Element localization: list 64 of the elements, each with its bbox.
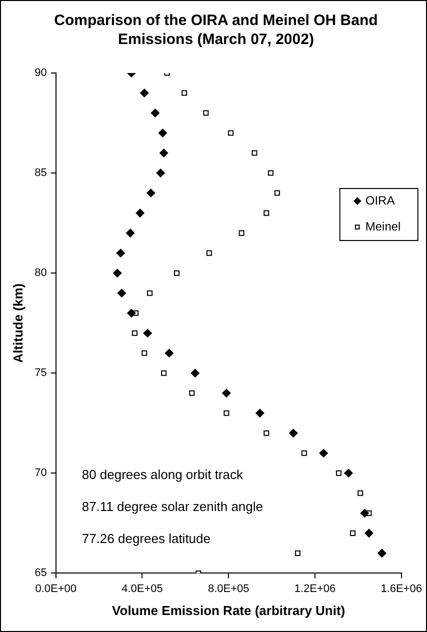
point [358, 490, 364, 496]
x-tick-label: 4.0E+05 [122, 582, 163, 595]
point [319, 448, 328, 458]
annotation: 87.11 degree solar zenith angle [82, 498, 264, 514]
point [350, 530, 356, 536]
x-tick-label: 1.2E+06 [294, 582, 336, 595]
point [256, 408, 264, 418]
legend-label: Meinel [365, 219, 401, 234]
point [274, 190, 280, 196]
point [228, 130, 234, 136]
y-tick-label: 80 [34, 267, 47, 280]
point [142, 350, 148, 356]
point [126, 228, 135, 238]
point [174, 270, 180, 276]
point [289, 428, 298, 438]
point [113, 268, 122, 278]
point [164, 348, 174, 358]
point [143, 328, 152, 338]
point [268, 170, 274, 176]
point [146, 188, 156, 198]
point [294, 550, 300, 556]
y-tick-label: 85 [34, 167, 47, 180]
point [147, 290, 153, 296]
point [117, 288, 126, 298]
point [344, 468, 353, 478]
point [150, 108, 160, 118]
point [224, 410, 230, 416]
point [190, 368, 200, 378]
point [238, 230, 244, 236]
chart-title: Comparison of the OIRA and Meinel OH Band Emissions (March 07, 2002) [53, 11, 379, 49]
point [132, 330, 138, 336]
point [206, 250, 212, 256]
point [116, 248, 125, 258]
point [264, 210, 270, 216]
point [301, 450, 307, 456]
point [182, 90, 188, 96]
point [136, 208, 144, 218]
x-tick-label: 1.6E+06 [380, 582, 422, 595]
y-tick-label: 65 [34, 567, 47, 580]
point [378, 548, 386, 558]
point [127, 308, 136, 318]
y-tick-label: 75 [34, 367, 47, 380]
point [364, 528, 374, 538]
point [264, 430, 270, 436]
point [336, 470, 342, 476]
point [189, 390, 195, 396]
point [140, 88, 149, 98]
annotation: 77.26 degrees latitude [82, 530, 210, 546]
point [156, 168, 165, 178]
y-tick-label: 90 [34, 67, 47, 80]
y-tick-label: 70 [34, 467, 47, 480]
point [360, 508, 369, 518]
x-tick-label: 8.0E+05 [208, 582, 250, 595]
point [158, 128, 168, 138]
x-axis-title: Volume Emission Rate (arbitrary Unit) [112, 602, 346, 618]
annotation: 80 degrees along orbit track [82, 466, 244, 482]
y-axis-title: Altitude (km) [10, 283, 26, 363]
point [252, 150, 258, 156]
point [160, 148, 168, 158]
point [203, 110, 209, 116]
legend-label: OIRA [365, 193, 395, 208]
point [161, 370, 167, 376]
point [222, 388, 231, 398]
x-tick-label: 0.0E+00 [35, 582, 76, 595]
